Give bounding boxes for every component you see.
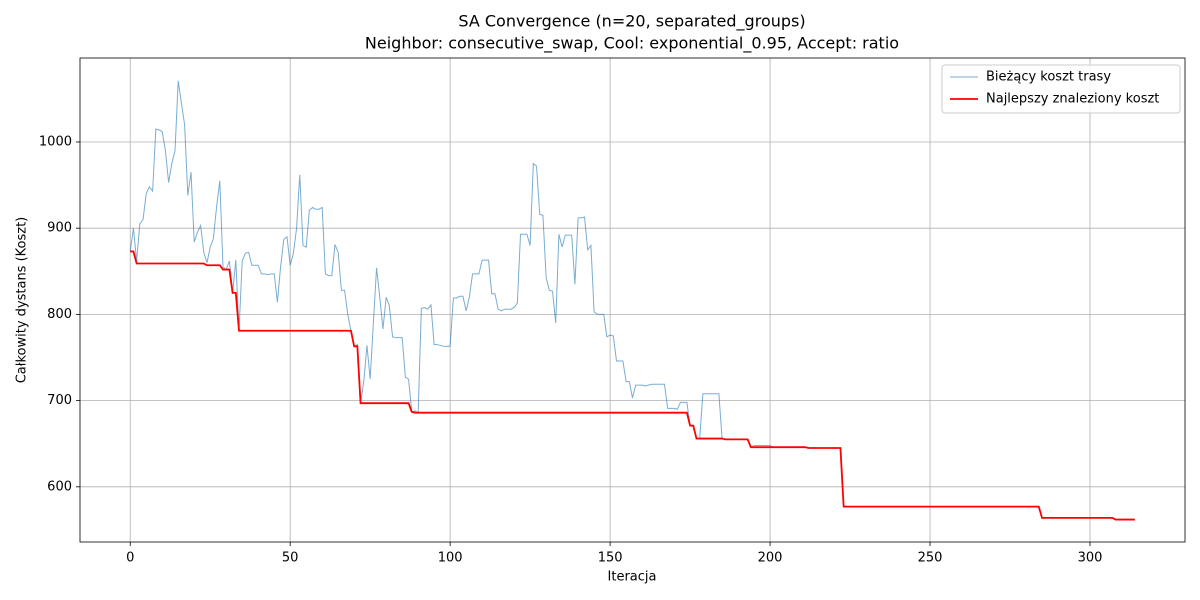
x-axis-label: Iteracja: [608, 570, 657, 585]
y-tick-label: 700: [47, 393, 72, 408]
x-tick-label: 50: [282, 551, 299, 566]
legend-label: Bieżący koszt trasy: [986, 70, 1111, 85]
legend-label: Najlepszy znaleziony koszt: [986, 92, 1159, 107]
y-axis-label: Całkowity dystans (Koszt): [15, 217, 30, 384]
y-tick-label: 1000: [39, 134, 72, 149]
plot-frame: [79, 57, 1186, 543]
chart-title: SA Convergence (n=20, separated_groups): [458, 12, 805, 32]
x-tick-label: 300: [1078, 551, 1103, 566]
series-line: [129, 80, 1135, 521]
y-tick-label: 600: [47, 479, 72, 494]
x-tick-label: 0: [126, 551, 134, 566]
legend-box: [941, 64, 1181, 114]
y-tick-label: 800: [47, 307, 72, 322]
chart-subtitle: Neighbor: consecutive_swap, Cool: expone…: [365, 34, 899, 54]
y-tick-label: 900: [47, 221, 72, 236]
x-tick-label: 250: [918, 551, 943, 566]
series-line: [130, 250, 1135, 521]
x-tick-label: 100: [438, 551, 463, 566]
x-tick-label: 200: [758, 551, 783, 566]
x-tick-label: 150: [598, 551, 623, 566]
